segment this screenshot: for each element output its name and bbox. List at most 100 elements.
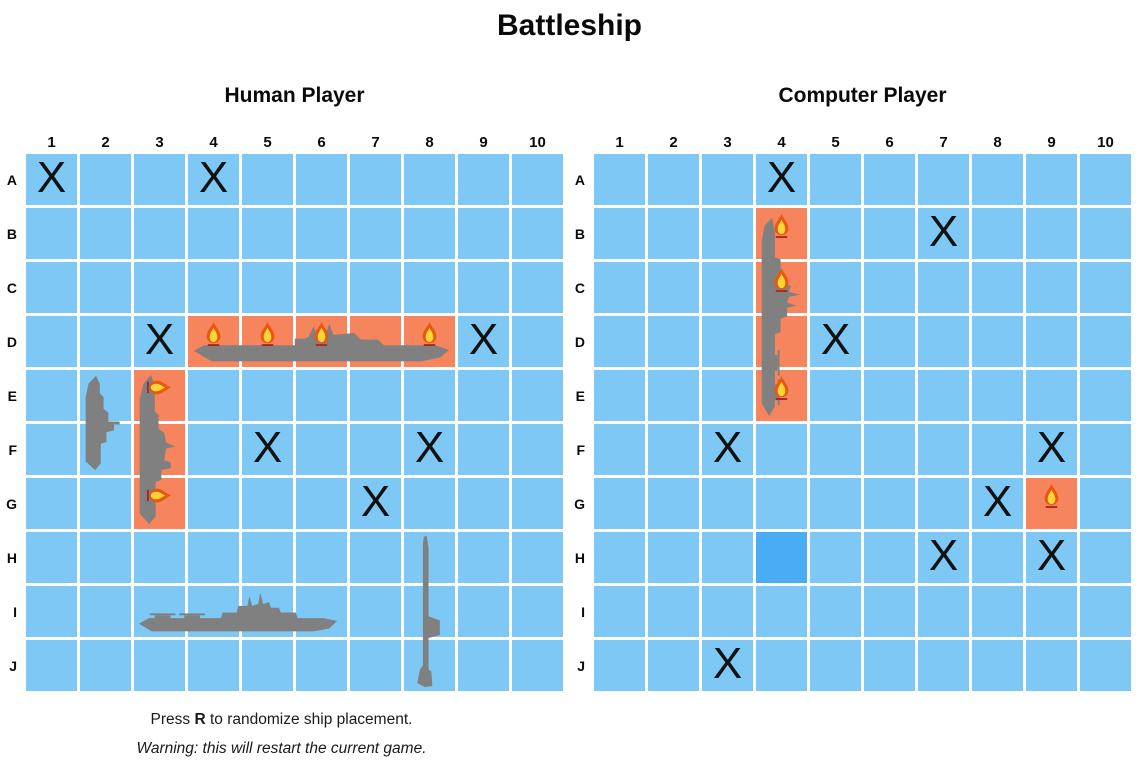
cell-computer-I6[interactable] (864, 586, 915, 637)
cell-computer-E9[interactable] (1026, 370, 1077, 421)
cell-computer-H5[interactable] (810, 532, 861, 583)
cell-computer-E2[interactable] (648, 370, 699, 421)
cell-computer-B8[interactable] (972, 208, 1023, 259)
cell-computer-H1[interactable] (594, 532, 645, 583)
cell-computer-E1[interactable] (594, 370, 645, 421)
cell-computer-D3[interactable] (702, 316, 753, 367)
cell-computer-B4[interactable] (756, 208, 807, 259)
cell-computer-A5[interactable] (810, 154, 861, 205)
cell-computer-J7[interactable] (918, 640, 969, 691)
cell-computer-F2[interactable] (648, 424, 699, 475)
cell-computer-C2[interactable] (648, 262, 699, 313)
cell-computer-C8[interactable] (972, 262, 1023, 313)
cell-computer-I7[interactable] (918, 586, 969, 637)
cell-computer-G3[interactable] (702, 478, 753, 529)
cell-computer-B1[interactable] (594, 208, 645, 259)
cell-computer-D7[interactable] (918, 316, 969, 367)
cell-computer-I4[interactable] (756, 586, 807, 637)
cell-computer-G9[interactable] (1026, 478, 1077, 529)
cell-computer-D8[interactable] (972, 316, 1023, 367)
cell-computer-E3[interactable] (702, 370, 753, 421)
cell-computer-C4[interactable] (756, 262, 807, 313)
cell-computer-C1[interactable] (594, 262, 645, 313)
cell-computer-I5[interactable] (810, 586, 861, 637)
cell-computer-G6[interactable] (864, 478, 915, 529)
cell-computer-F4[interactable] (756, 424, 807, 475)
cell-computer-J8[interactable] (972, 640, 1023, 691)
cell-computer-B6[interactable] (864, 208, 915, 259)
cell-computer-D2[interactable] (648, 316, 699, 367)
cell-computer-F7[interactable] (918, 424, 969, 475)
cell-computer-B5[interactable] (810, 208, 861, 259)
cell-computer-D10[interactable] (1080, 316, 1131, 367)
cell-computer-H10[interactable] (1080, 532, 1131, 583)
cell-computer-E10[interactable] (1080, 370, 1131, 421)
cell-computer-E8[interactable] (972, 370, 1023, 421)
cell-computer-G5[interactable] (810, 478, 861, 529)
cell-computer-I9[interactable] (1026, 586, 1077, 637)
cell-computer-G2[interactable] (648, 478, 699, 529)
cell-computer-J4[interactable] (756, 640, 807, 691)
cell-computer-B7[interactable]: X (918, 208, 969, 259)
cell-computer-H8[interactable] (972, 532, 1023, 583)
cell-computer-C7[interactable] (918, 262, 969, 313)
cell-computer-D5[interactable]: X (810, 316, 861, 367)
cell-computer-E4[interactable] (756, 370, 807, 421)
cell-computer-J10[interactable] (1080, 640, 1131, 691)
cell-computer-G4[interactable] (756, 478, 807, 529)
cell-computer-F10[interactable] (1080, 424, 1131, 475)
cell-computer-H7[interactable]: X (918, 532, 969, 583)
cell-computer-A7[interactable] (918, 154, 969, 205)
highlighted-cell-computer-H4[interactable] (756, 532, 807, 583)
cell-computer-G10[interactable] (1080, 478, 1131, 529)
cell-computer-A1[interactable] (594, 154, 645, 205)
cell-computer-D9[interactable] (1026, 316, 1077, 367)
cell-computer-J1[interactable] (594, 640, 645, 691)
cell-computer-B10[interactable] (1080, 208, 1131, 259)
cell-computer-C10[interactable] (1080, 262, 1131, 313)
cell-computer-J6[interactable] (864, 640, 915, 691)
cell-computer-E6[interactable] (864, 370, 915, 421)
cell-computer-I2[interactable] (648, 586, 699, 637)
cell-computer-J2[interactable] (648, 640, 699, 691)
cell-computer-J3[interactable]: X (702, 640, 753, 691)
cell-computer-B3[interactable] (702, 208, 753, 259)
cell-computer-J9[interactable] (1026, 640, 1077, 691)
cell-computer-F9[interactable]: X (1026, 424, 1077, 475)
cell-computer-I3[interactable] (702, 586, 753, 637)
cell-computer-B2[interactable] (648, 208, 699, 259)
cell-computer-A3[interactable] (702, 154, 753, 205)
cell-computer-H9[interactable]: X (1026, 532, 1077, 583)
cell-computer-A2[interactable] (648, 154, 699, 205)
cell-computer-H6[interactable] (864, 532, 915, 583)
cell-computer-G1[interactable] (594, 478, 645, 529)
cell-computer-H2[interactable] (648, 532, 699, 583)
cell-computer-F5[interactable] (810, 424, 861, 475)
cell-computer-A9[interactable] (1026, 154, 1077, 205)
cell-computer-E5[interactable] (810, 370, 861, 421)
cell-computer-H3[interactable] (702, 532, 753, 583)
cell-computer-C3[interactable] (702, 262, 753, 313)
cell-computer-D4[interactable] (756, 316, 807, 367)
cell-computer-D1[interactable] (594, 316, 645, 367)
cell-computer-I8[interactable] (972, 586, 1023, 637)
cell-computer-B9[interactable] (1026, 208, 1077, 259)
cell-computer-F6[interactable] (864, 424, 915, 475)
cell-computer-I10[interactable] (1080, 586, 1131, 637)
cell-computer-G7[interactable] (918, 478, 969, 529)
cell-computer-F8[interactable] (972, 424, 1023, 475)
cell-computer-A4[interactable]: X (756, 154, 807, 205)
cell-computer-A10[interactable] (1080, 154, 1131, 205)
cell-computer-E7[interactable] (918, 370, 969, 421)
cell-computer-A8[interactable] (972, 154, 1023, 205)
cell-computer-F1[interactable] (594, 424, 645, 475)
cell-computer-C6[interactable] (864, 262, 915, 313)
cell-computer-J5[interactable] (810, 640, 861, 691)
cell-computer-I1[interactable] (594, 586, 645, 637)
cell-computer-A6[interactable] (864, 154, 915, 205)
cell-computer-C5[interactable] (810, 262, 861, 313)
cell-computer-F3[interactable]: X (702, 424, 753, 475)
cell-computer-C9[interactable] (1026, 262, 1077, 313)
cell-computer-D6[interactable] (864, 316, 915, 367)
cell-computer-G8[interactable]: X (972, 478, 1023, 529)
